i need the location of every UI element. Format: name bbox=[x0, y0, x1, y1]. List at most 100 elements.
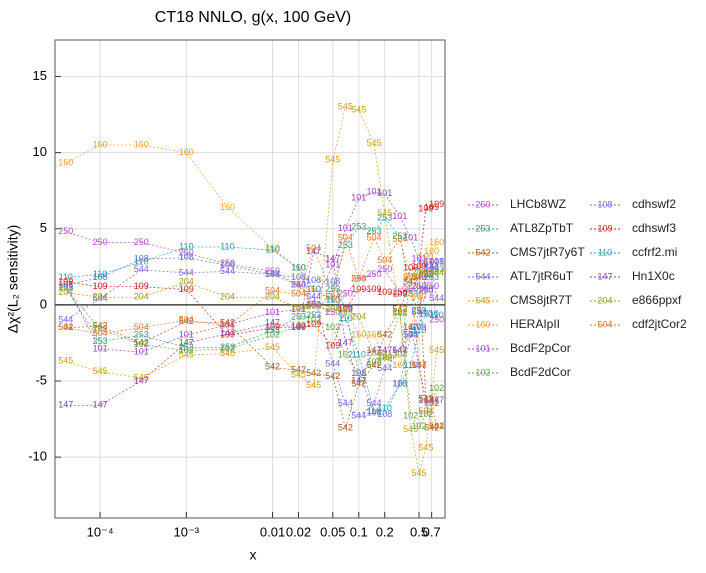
series-line bbox=[65, 246, 437, 412]
point-marker: 160 bbox=[412, 292, 427, 302]
series-line bbox=[65, 272, 437, 358]
y-tick-label: 5 bbox=[40, 220, 47, 235]
point-marker: 101 bbox=[220, 319, 235, 329]
y-axis-label: Δχ²(L₂ sensitivity) bbox=[5, 225, 21, 333]
point-marker: 147 bbox=[392, 345, 407, 355]
point-marker: 101 bbox=[377, 188, 392, 198]
x-axis-label: x bbox=[250, 547, 257, 563]
legend-label: ATL7jtR6uT bbox=[510, 269, 574, 283]
point-marker: 544 bbox=[134, 264, 149, 274]
point-marker: 147 bbox=[338, 337, 353, 347]
point-marker: 542 bbox=[418, 394, 433, 404]
legend-marker: 147 bbox=[597, 271, 612, 281]
point-marker: 545 bbox=[93, 366, 108, 376]
point-marker: 544 bbox=[424, 263, 439, 273]
point-marker: 204 bbox=[377, 351, 392, 361]
point-marker: 253 bbox=[412, 305, 427, 315]
point-marker: 250 bbox=[338, 289, 353, 299]
legend-label: BcdF2pCor bbox=[510, 341, 571, 355]
legend-marker: 204 bbox=[597, 295, 612, 305]
x-tick-label: 0.1 bbox=[350, 524, 368, 539]
point-marker: 504 bbox=[403, 272, 418, 282]
point-marker: 108 bbox=[403, 330, 418, 340]
point-marker: 108 bbox=[366, 407, 381, 417]
legend-label: BcdF2dCor bbox=[510, 365, 571, 379]
point-marker: 110 bbox=[429, 310, 443, 320]
point-marker: 160 bbox=[134, 139, 149, 149]
point-marker: 545 bbox=[429, 345, 444, 355]
point-marker: 504 bbox=[306, 243, 321, 253]
legend-marker: 545 bbox=[475, 295, 490, 305]
point-marker: 250 bbox=[134, 237, 149, 247]
point-marker: 204 bbox=[179, 276, 194, 286]
point-marker: 545 bbox=[291, 369, 306, 379]
point-marker: 101 bbox=[429, 257, 444, 267]
point-marker: 544 bbox=[403, 330, 418, 340]
x-tick-label: 10⁻⁴ bbox=[87, 524, 114, 539]
point-marker: 110 bbox=[424, 308, 438, 318]
point-marker: 110 bbox=[93, 269, 107, 279]
point-marker: 204 bbox=[392, 349, 407, 359]
legend-marker: 542 bbox=[475, 247, 490, 257]
point-marker: 110 bbox=[307, 284, 321, 294]
point-marker: 147 bbox=[403, 322, 418, 332]
point-marker: 250 bbox=[418, 286, 433, 296]
point-marker: 102 bbox=[58, 283, 73, 293]
point-marker: 109 bbox=[366, 284, 381, 294]
point-marker: 108 bbox=[418, 284, 433, 294]
point-marker: 545 bbox=[325, 155, 340, 165]
point-marker: 204 bbox=[265, 292, 280, 302]
point-marker: 110 bbox=[338, 313, 352, 323]
y-tick-label: 15 bbox=[33, 68, 47, 83]
point-marker: 102 bbox=[366, 357, 381, 367]
point-marker: 504 bbox=[58, 322, 73, 332]
point-marker: 504 bbox=[93, 328, 108, 338]
point-marker: 542 bbox=[93, 321, 108, 331]
point-marker: 542 bbox=[338, 423, 353, 433]
y-tick-label: 10 bbox=[33, 144, 47, 159]
point-marker: 102 bbox=[325, 322, 340, 332]
point-marker: 147 bbox=[325, 254, 340, 264]
point-marker: 544 bbox=[338, 398, 353, 408]
x-tick-label: 0.2 bbox=[376, 524, 394, 539]
point-marker: 102 bbox=[265, 330, 280, 340]
point-marker: 542 bbox=[351, 378, 366, 388]
legend-marker: 160 bbox=[475, 319, 490, 329]
point-marker: 109 bbox=[424, 202, 439, 212]
point-marker: 147 bbox=[412, 360, 427, 370]
point-marker: 544 bbox=[377, 363, 392, 373]
point-marker: 545 bbox=[306, 380, 321, 390]
point-marker: 504 bbox=[220, 321, 235, 331]
point-marker: 102 bbox=[306, 314, 321, 324]
point-marker: 504 bbox=[338, 232, 353, 242]
point-marker: 110 bbox=[352, 349, 366, 359]
point-marker: 147 bbox=[93, 400, 108, 410]
legend-marker: 110 bbox=[598, 247, 612, 257]
point-marker: 542 bbox=[291, 365, 306, 375]
point-marker: 204 bbox=[366, 348, 381, 358]
point-marker: 253 bbox=[179, 342, 194, 352]
point-marker: 545 bbox=[418, 442, 433, 452]
legend-label: Hn1X0c bbox=[632, 269, 675, 283]
point-marker: 504 bbox=[325, 292, 340, 302]
point-marker: 109 bbox=[412, 261, 427, 271]
legend-marker: 253 bbox=[475, 223, 490, 233]
point-marker: 542 bbox=[412, 272, 427, 282]
legend-marker: 504 bbox=[597, 319, 612, 329]
point-marker: 147 bbox=[134, 375, 149, 385]
point-marker: 110 bbox=[291, 263, 305, 273]
point-marker: 101 bbox=[338, 223, 353, 233]
point-marker: 545 bbox=[377, 208, 392, 218]
y-tick-label: 0 bbox=[40, 296, 47, 311]
point-marker: 160 bbox=[93, 139, 108, 149]
point-marker: 250 bbox=[403, 284, 418, 294]
point-marker: 504 bbox=[392, 234, 407, 244]
series-line bbox=[65, 267, 438, 417]
point-marker: 544 bbox=[366, 398, 381, 408]
point-marker: 160 bbox=[338, 302, 353, 312]
series-line bbox=[65, 276, 437, 430]
point-marker: 109 bbox=[338, 304, 353, 314]
point-marker: 253 bbox=[392, 231, 407, 241]
point-marker: 109 bbox=[325, 340, 340, 350]
point-marker: 204 bbox=[429, 267, 444, 277]
